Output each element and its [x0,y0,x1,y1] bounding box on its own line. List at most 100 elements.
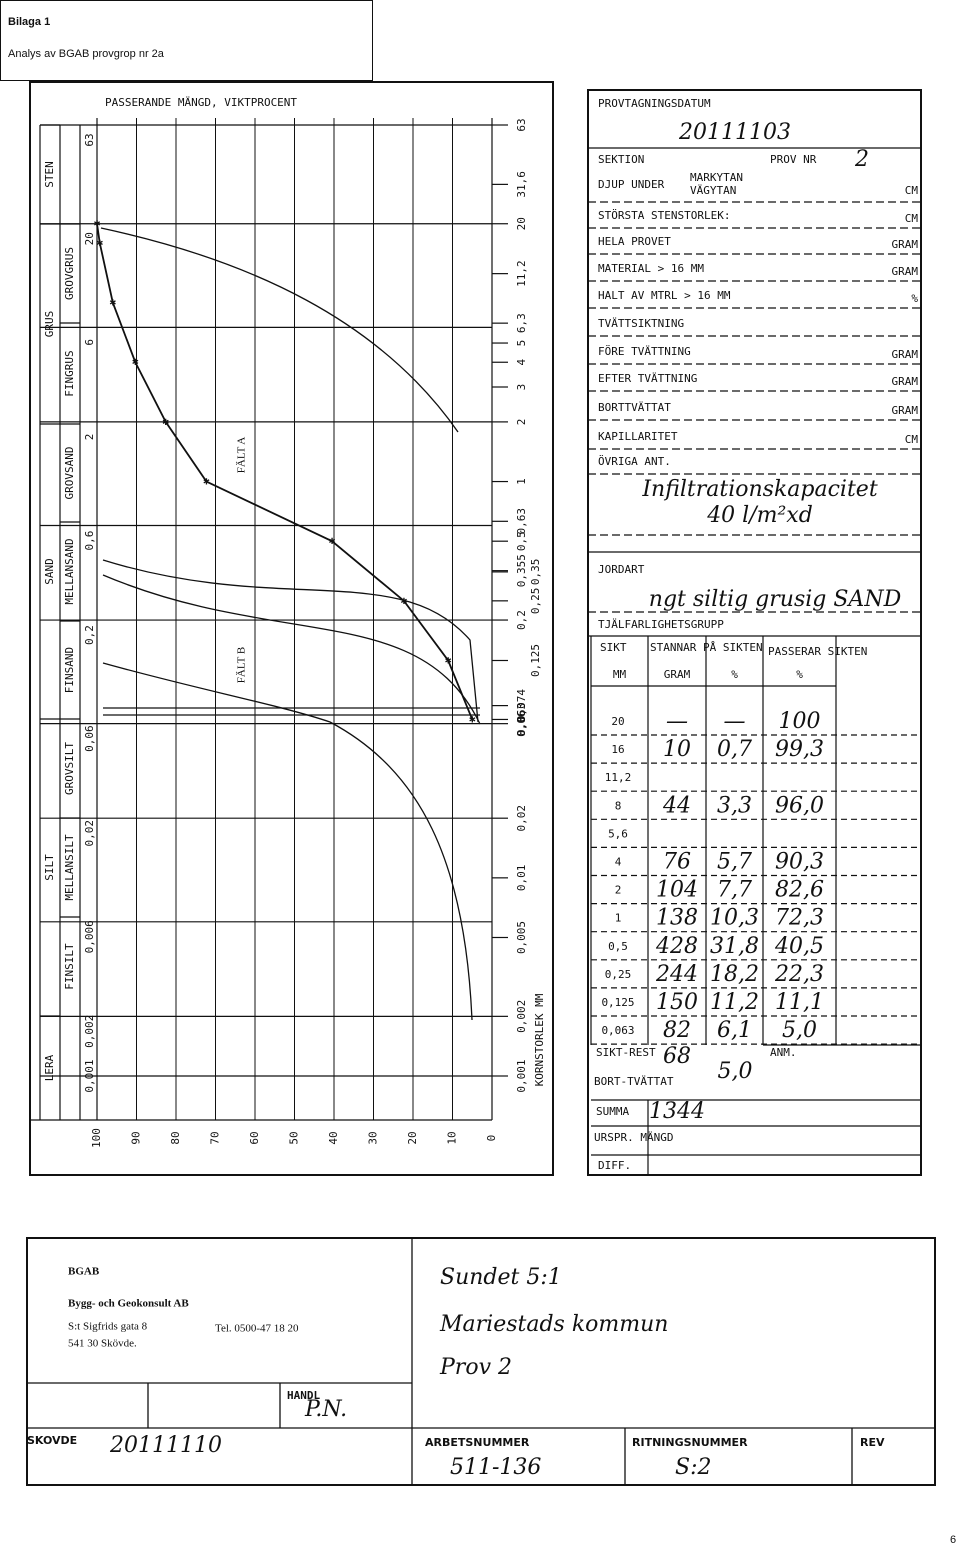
handwritten: Mariestads kommun [439,1312,668,1337]
form-unit: GRAM [892,265,919,278]
soil-subclass: FINSAND [63,647,76,693]
soil-class: LERA [43,1054,56,1081]
x-axis-label: KORNSTORLEK MM [533,993,546,1086]
size-tick-label: 0,06 [83,725,96,752]
table-header: SIKT [600,641,627,654]
handwritten: 99,3 [775,737,824,762]
sieve-size: 0,063 [601,1024,634,1037]
header-subtitle: Analys av BGAB provgrop nr 2a [8,48,165,60]
form-label: PROV NR [770,153,817,166]
handwritten: 428 [655,934,698,959]
percent-tick-label: 100 [90,1128,103,1148]
handwritten: Infiltrationskapacitet [641,477,877,502]
table-unit: % [796,668,803,681]
sieve-size: 2 [615,884,622,897]
form-label: FÖRE TVÄTTNING [598,345,691,358]
sieve-tick-label: 0,002 [515,1000,528,1033]
form-label: PROVTAGNINGSDATUM [598,97,711,110]
table-label: SIKT-REST [596,1046,656,1059]
size-tick-label: 0,6 [83,531,96,551]
handwritten: 1344 [649,1099,705,1124]
form-label: SEKTION [598,153,644,166]
handwritten: 31,8 [710,934,759,959]
handwritten: Prov 2 [439,1355,512,1380]
handwritten: 150 [656,990,698,1015]
form-unit: GRAM [892,348,919,361]
handwritten: S:2 [675,1455,711,1480]
handwritten: 90,3 [775,850,824,875]
form-unit: GRAM [892,404,919,417]
size-tick-label: 63 [83,133,96,146]
phone: Tel. 0500-47 18 20 [215,1323,299,1335]
size-tick-label: 0,02 [83,820,96,847]
handwritten: 0,7 [717,737,752,762]
sieve-size: 5,6 [608,827,628,840]
form-unit: GRAM [892,375,919,388]
data-point: ✱ [162,415,169,428]
address: S:t Sigfrids gata 8 [68,1321,148,1333]
sieve-tick-label: 0,5 [515,531,528,551]
form-label: SKOVDE [27,1434,77,1447]
form-label: ARBETSNUMMER [425,1436,530,1449]
sieve-tick-label: 0,01 [515,865,528,892]
sieve-tick-label: 2 [515,419,528,426]
table-header: STANNAR PÅ SIKTEN [650,641,763,654]
form-label: DJUP UNDER [598,178,665,191]
handwritten: 22,3 [774,962,824,987]
table-label: URSPR. MÄNGD [594,1131,673,1144]
form-unit: CM [905,212,919,225]
chart-frame [29,81,554,1176]
form-label: TVÄTTSIKTNING [598,317,684,330]
soil-subclass: FINGRUS [63,350,76,396]
size-tick-label: 0,2 [83,625,96,645]
sieve-tick-label: 3 [515,384,528,391]
chart-title: PASSERANDE MÄNGD, VIKTPROCENT [105,96,297,109]
handwritten: 100 [779,709,821,734]
handwritten: — [666,709,688,734]
handwritten: 82 [663,1018,691,1043]
form-unit: % [911,292,918,305]
percent-tick-label: 40 [327,1131,340,1144]
sieve-size: 1 [615,912,622,925]
sieve-tick-label: 6,3 [515,313,528,333]
percent-tick-label: 50 [288,1131,301,1144]
percent-tick-label: 70 [209,1131,222,1144]
size-tick-label: 2 [83,434,96,441]
sieve-tick-label: 63 [515,118,528,131]
handwritten: 10 [663,737,691,762]
form-label: HELA PROVET [598,235,671,248]
sieve-tick-label: 0,125 [529,644,542,677]
sieve-size: 16 [611,743,624,756]
handwritten: 44 [662,793,691,818]
soil-subclass: GROVSAND [63,447,76,500]
size-tick-label: 0,001 [83,1059,96,1092]
field-b-curve [102,574,481,725]
handwritten: 20111103 [678,120,791,145]
size-tick-label: 6 [83,339,96,346]
data-point: ✱ [469,712,476,725]
company-full: Bygg- och Geokonsult AB [68,1298,189,1310]
sieve-tick-label: 0,063 [515,703,528,736]
form-label: RITNINGSNUMMER [632,1436,748,1449]
table-label: DIFF. [598,1159,631,1172]
soil-subclass: GROVSILT [63,742,76,795]
form-label: TJÄLFARLIGHETSGRUPP [598,618,724,631]
form-unit: CM [905,184,919,197]
company: BGAB [68,1266,100,1278]
table-label: ANM. [770,1046,797,1059]
sieve-tick-label: 0,005 [515,921,528,954]
table-unit: MM [613,668,627,681]
annotation: FÄLT B [236,647,248,683]
sieve-tick-label: 20 [515,217,528,230]
handwritten: Sundet 5:1 [440,1265,562,1290]
grading-curve [96,223,474,720]
form-unit: GRAM [892,238,919,251]
percent-tick-label: 0 [485,1135,498,1142]
field-b-curve [102,662,473,1021]
data-point: ✱ [203,475,210,488]
handwritten: 6,1 [717,1018,752,1043]
data-point: ✱ [329,534,336,547]
sieve-tick-label: 0,63 [515,508,528,535]
sieve-size: 11,2 [605,771,632,784]
sieve-tick-label: 0,355 [515,554,528,587]
